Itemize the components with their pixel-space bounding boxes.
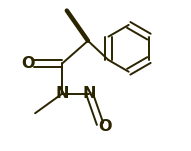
Text: N: N [56, 86, 69, 101]
Text: O: O [22, 56, 35, 71]
Text: N: N [83, 86, 96, 101]
Text: O: O [98, 119, 111, 134]
